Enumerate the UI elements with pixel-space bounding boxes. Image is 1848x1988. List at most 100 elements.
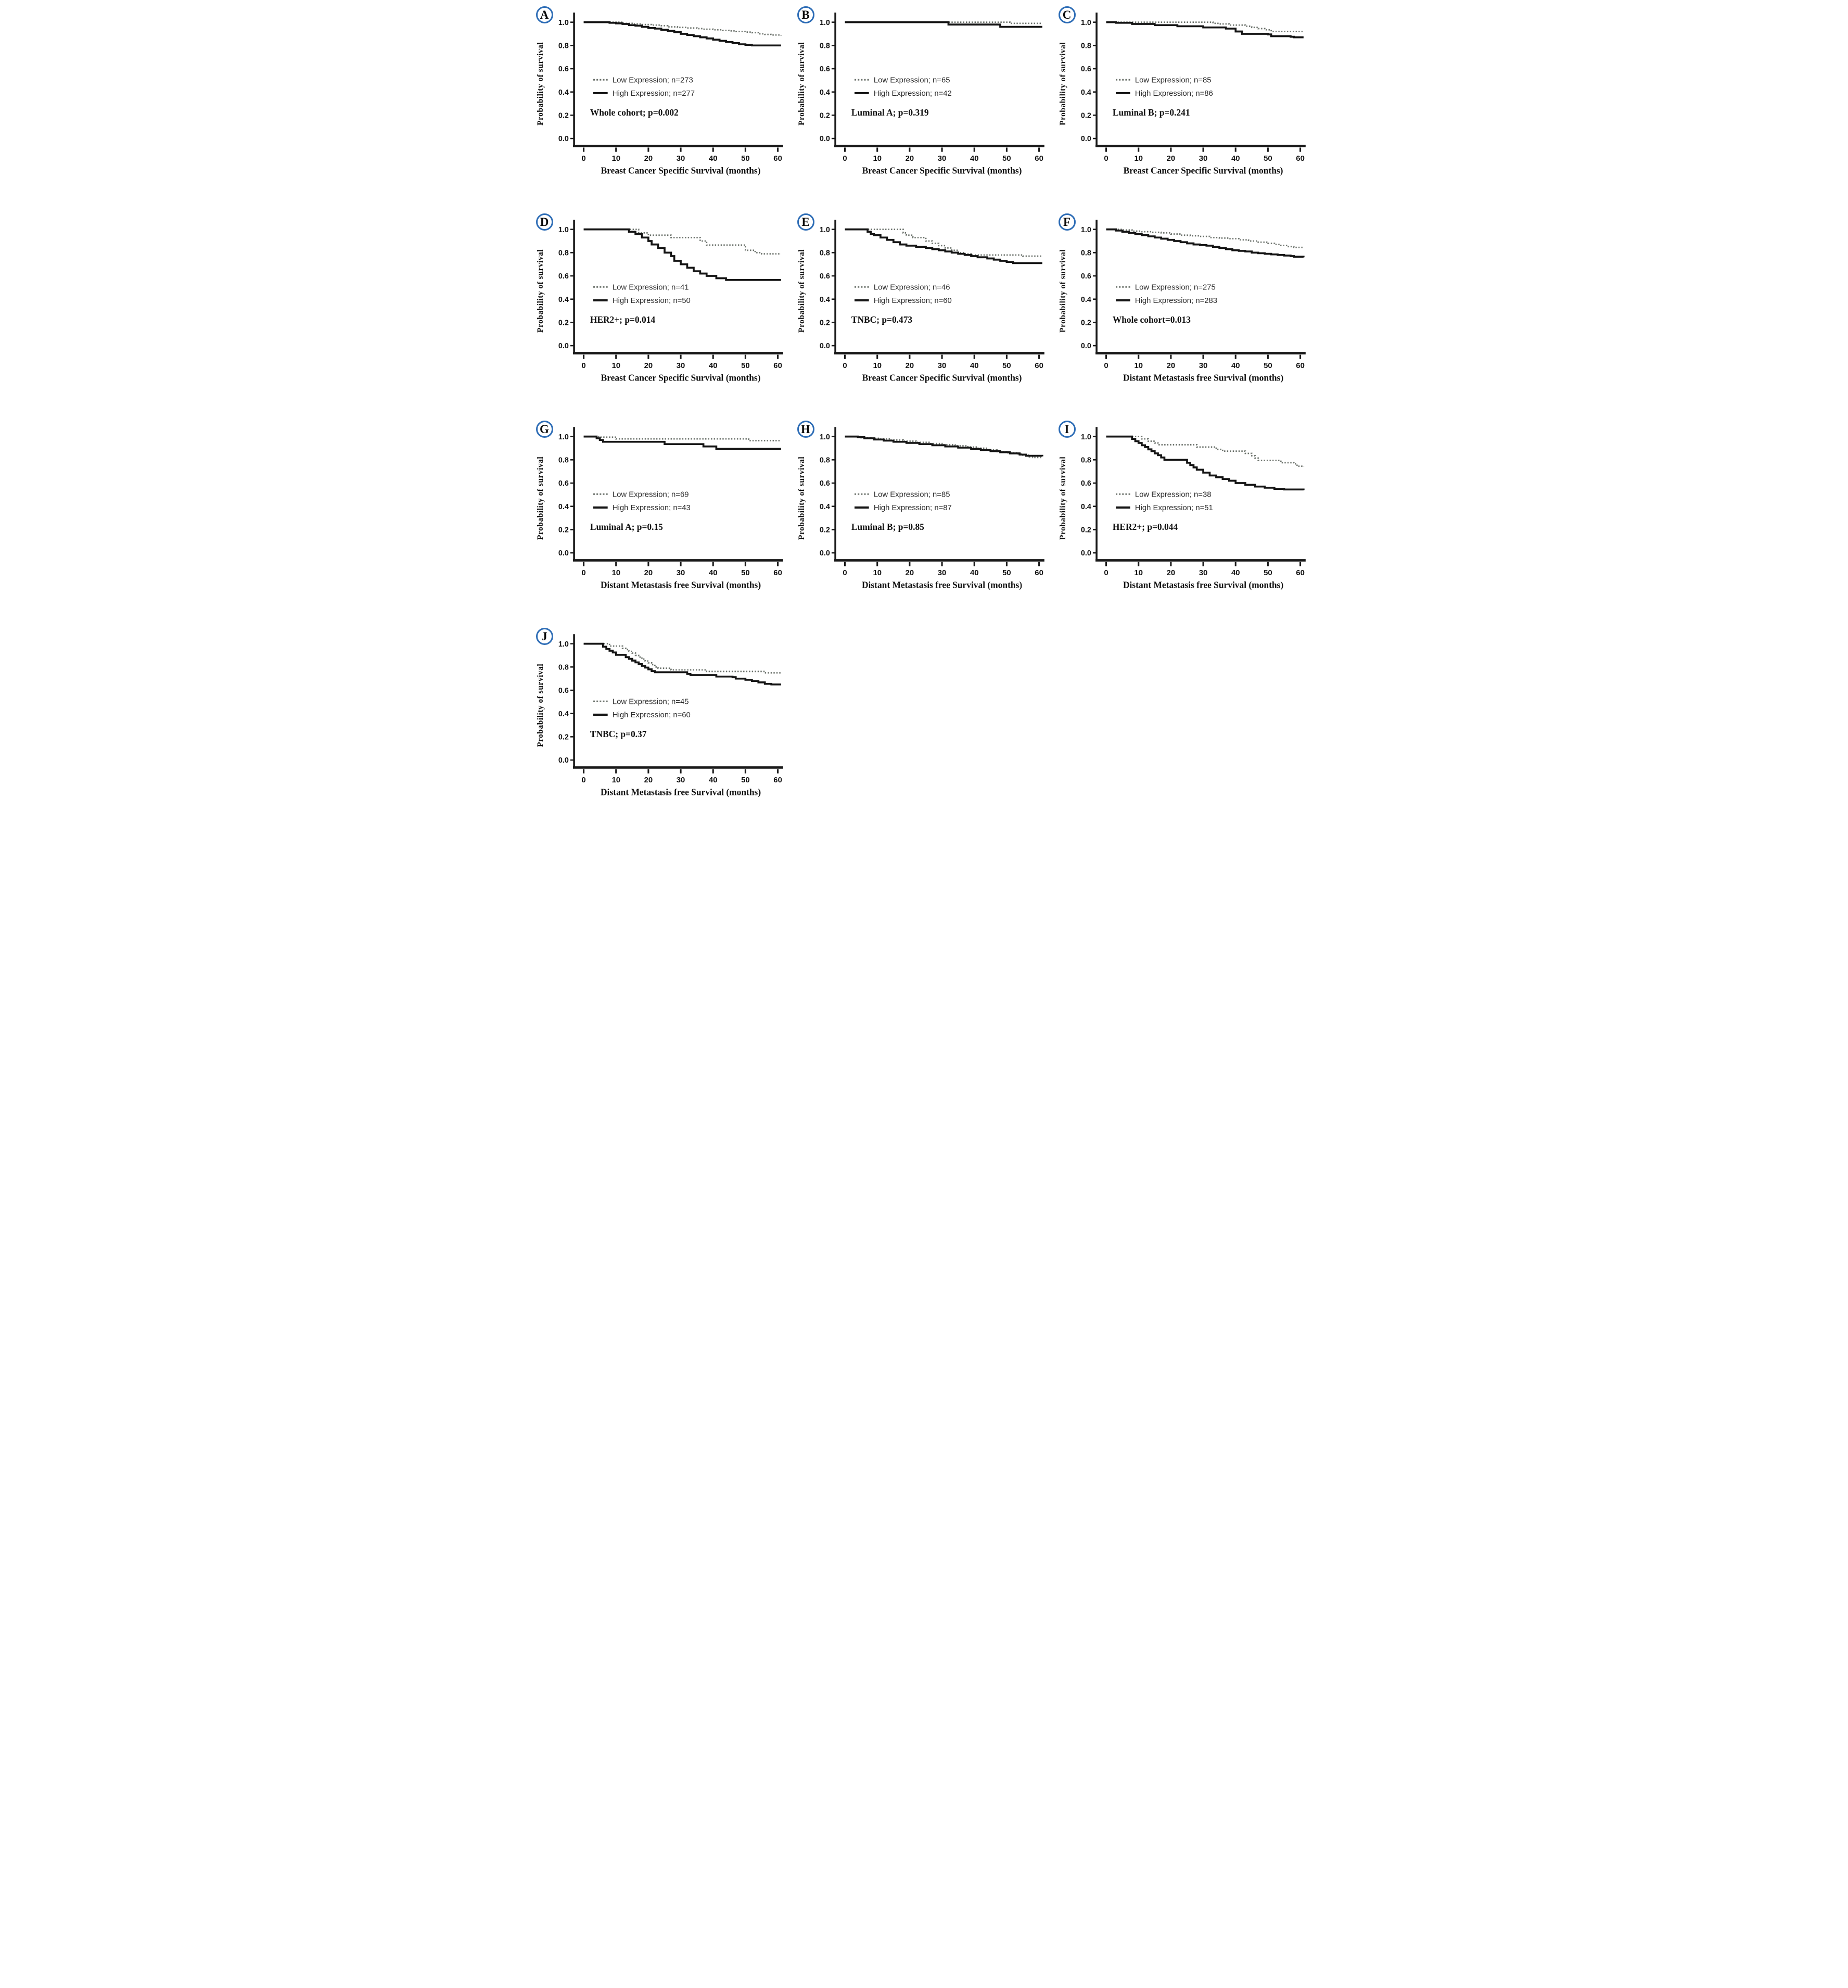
legend-low-label: Low Expression; n=273	[612, 76, 693, 84]
y-tick-label: 0.8	[558, 456, 568, 464]
y-tick-label: 0.4	[1080, 88, 1091, 97]
x-tick-label: 30	[676, 362, 685, 370]
x-tick-label: 0	[581, 155, 585, 163]
x-tick-label: 40	[708, 776, 717, 784]
x-axis-title: Breast Cancer Specific Survival (months)	[1123, 166, 1283, 176]
x-tick-label: 40	[708, 569, 717, 577]
y-tick-label: 1.0	[819, 433, 830, 441]
y-tick-label: 0.8	[819, 249, 830, 257]
legend-low-label: Low Expression; n=85	[1135, 76, 1211, 84]
panel-letter: C	[1062, 8, 1072, 21]
legend-low-label: Low Expression; n=46	[873, 283, 950, 292]
x-tick-label: 20	[1166, 569, 1175, 577]
y-axis-title: Probability of survival	[536, 42, 545, 126]
panel-letter: G	[540, 422, 549, 436]
y-tick-label: 1.0	[558, 640, 568, 649]
y-tick-label: 0.0	[558, 549, 568, 558]
y-tick-label: 0.8	[558, 249, 568, 257]
x-axis-title: Distant Metastasis free Survival (months…	[861, 580, 1022, 590]
y-tick-label: 0.6	[1080, 479, 1091, 488]
legend-low-label: Low Expression; n=275	[1135, 283, 1215, 292]
legend-low-label: Low Expression; n=38	[1135, 490, 1211, 499]
panel-h: H Probability of survival 0.0 0.2 0.4 0.6 0.…	[796, 421, 1053, 598]
y-tick-label: 0.2	[1080, 526, 1091, 535]
y-tick-label: 0.2	[1080, 319, 1091, 327]
x-tick-label: 20	[644, 362, 653, 370]
y-axis-title: Probability of survival	[1058, 456, 1067, 540]
x-tick-label: 20	[644, 155, 653, 163]
x-tick-label: 60	[773, 776, 782, 784]
y-tick-label: 0.0	[819, 135, 830, 143]
low-expression-curve	[845, 21, 1042, 24]
x-tick-label: 50	[741, 776, 750, 784]
p-value-annotation: Luminal A; p=0.15	[590, 522, 662, 532]
legend-low-label: Low Expression; n=85	[873, 490, 950, 499]
panel-letter-badge: B	[797, 6, 814, 23]
y-tick-label: 0.6	[1080, 65, 1091, 73]
x-tick-label: 20	[644, 776, 653, 784]
panel-c: C Probability of survival 0.0 0.2 0.4 0.6 0.…	[1057, 6, 1315, 183]
x-tick-label: 50	[1002, 155, 1011, 163]
panel-letter-badge: D	[536, 213, 553, 231]
panel-a: A Probability of survival 0.0 0.2 0.4 0.6 0.…	[535, 6, 792, 183]
y-tick-label: 0.0	[558, 756, 568, 765]
x-axis-title: Distant Metastasis free Survival (months…	[1123, 580, 1283, 590]
y-tick-label: 0.0	[558, 342, 568, 350]
x-tick-label: 40	[708, 155, 717, 163]
y-tick-label: 0.6	[558, 687, 568, 695]
x-tick-label: 50	[741, 362, 750, 370]
x-tick-label: 50	[1002, 362, 1011, 370]
p-value-annotation: TNBC; p=0.37	[590, 729, 646, 739]
x-tick-label: 10	[611, 362, 620, 370]
panel-letter: A	[540, 8, 549, 21]
p-value-annotation: Luminal B; p=0.85	[851, 522, 924, 532]
km-chart: 0.0 0.2 0.4 0.6 0.8 1.0 0 10 20 30 40 50 60 Breast Ca…	[819, 220, 1044, 383]
y-tick-label: 0.0	[1080, 135, 1091, 143]
high-expression-curve	[583, 435, 781, 450]
x-tick-label: 10	[873, 569, 882, 577]
y-tick-label: 0.2	[819, 112, 830, 120]
x-tick-label: 30	[937, 569, 946, 577]
y-tick-label: 0.0	[1080, 549, 1091, 558]
panel-letter: E	[801, 215, 810, 229]
km-chart: 0.0 0.2 0.4 0.6 0.8 1.0 0 10 20 30 40 50 60 Distant M…	[558, 634, 783, 797]
y-tick-label: 1.0	[1080, 19, 1091, 27]
y-tick-label: 1.0	[558, 433, 568, 441]
x-tick-label: 40	[970, 569, 978, 577]
panel-letter-badge: C	[1058, 6, 1076, 23]
x-tick-label: 20	[644, 569, 653, 577]
x-tick-label: 30	[676, 569, 685, 577]
legend-low-label: Low Expression; n=41	[612, 283, 689, 292]
p-value-annotation: Luminal A; p=0.319	[851, 107, 928, 118]
y-tick-label: 0.4	[558, 710, 568, 718]
high-expression-curve	[1106, 21, 1304, 39]
y-tick-label: 0.2	[558, 733, 568, 742]
x-tick-label: 0	[581, 362, 585, 370]
y-axis-title: Probability of survival	[536, 456, 545, 540]
panel-letter-badge: E	[797, 213, 814, 231]
y-tick-label: 0.8	[1080, 42, 1091, 50]
y-axis-title: Probability of survival	[797, 249, 806, 333]
x-tick-label: 40	[708, 362, 717, 370]
panel-letter-badge: H	[797, 421, 814, 438]
low-expression-curve	[583, 229, 781, 255]
y-tick-label: 0.4	[819, 503, 830, 511]
panel-d: D Probability of survival 0.0 0.2 0.4 0.6 0.…	[535, 213, 792, 390]
legend-high-label: High Expression; n=42	[873, 90, 951, 98]
panel-letter: F	[1063, 215, 1071, 229]
p-value-annotation: HER2+; p=0.014	[590, 314, 655, 325]
y-tick-label: 0.0	[1080, 342, 1091, 350]
panel-letter-badge: G	[536, 421, 553, 438]
high-expression-curve	[1106, 435, 1305, 491]
y-tick-label: 0.4	[1080, 296, 1091, 304]
x-tick-label: 30	[676, 776, 685, 784]
legend-high-label: High Expression; n=87	[873, 504, 951, 512]
x-axis-title: Distant Metastasis free Survival (months…	[600, 787, 760, 797]
low-expression-curve	[583, 436, 781, 441]
x-tick-label: 30	[1199, 155, 1207, 163]
km-chart: 0.0 0.2 0.4 0.6 0.8 1.0 0 10 20 30 40 50 60 Distant M…	[558, 427, 783, 590]
y-axis-title: Probability of survival	[1058, 42, 1067, 126]
km-chart: 0.0 0.2 0.4 0.6 0.8 1.0 0 10 20 30 40 50 60 Distant M…	[1080, 427, 1306, 590]
x-tick-label: 60	[773, 569, 782, 577]
y-tick-label: 0.6	[819, 65, 830, 73]
